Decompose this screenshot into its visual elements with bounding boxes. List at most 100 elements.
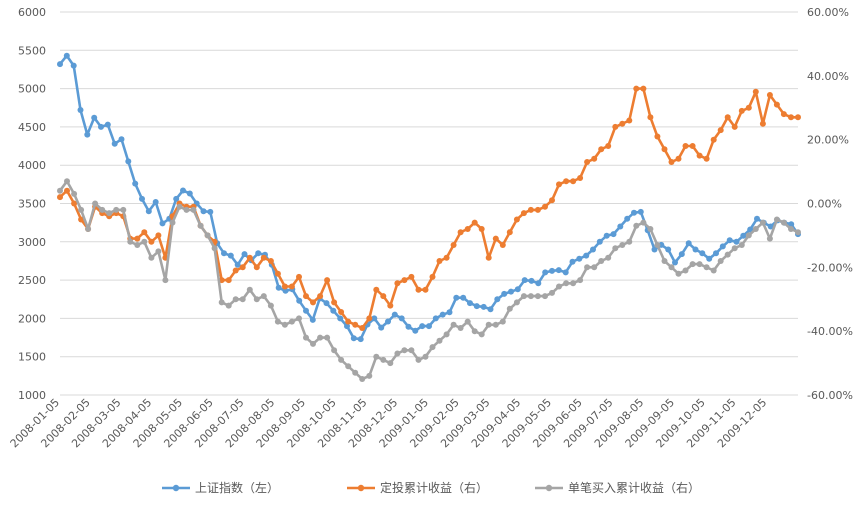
data-point bbox=[98, 123, 104, 130]
data-point bbox=[499, 242, 506, 248]
data-point bbox=[422, 286, 429, 293]
data-point bbox=[436, 258, 443, 264]
data-point bbox=[562, 269, 569, 276]
data-point bbox=[78, 216, 85, 223]
data-point bbox=[64, 187, 70, 194]
data-point bbox=[492, 235, 499, 242]
data-point bbox=[719, 243, 726, 250]
data-point bbox=[118, 136, 125, 143]
data-point bbox=[754, 215, 760, 222]
data-point bbox=[352, 321, 359, 328]
data-point bbox=[57, 194, 63, 201]
data-point bbox=[141, 238, 148, 245]
right-y-tick-label: 0.00% bbox=[807, 198, 842, 211]
data-point bbox=[267, 302, 274, 309]
left-y-tick-label: 1500 bbox=[18, 351, 46, 364]
left-y-tick-label: 2000 bbox=[18, 312, 46, 325]
data-point bbox=[443, 254, 450, 261]
data-point bbox=[460, 294, 467, 301]
right-y-tick-label: 40.00% bbox=[807, 70, 849, 83]
data-point bbox=[155, 248, 162, 255]
data-point bbox=[788, 221, 795, 228]
data-point bbox=[197, 222, 204, 229]
data-point bbox=[125, 158, 132, 165]
data-point bbox=[366, 372, 373, 379]
data-point bbox=[738, 242, 745, 248]
data-point bbox=[485, 321, 492, 328]
data-point bbox=[605, 254, 612, 261]
data-point bbox=[134, 235, 141, 242]
data-point bbox=[717, 258, 724, 264]
data-point bbox=[773, 101, 780, 108]
data-point bbox=[190, 206, 197, 213]
data-point bbox=[204, 232, 211, 239]
left-y-tick-label: 4000 bbox=[18, 159, 46, 172]
data-point bbox=[345, 318, 352, 325]
data-point bbox=[57, 61, 63, 68]
data-point bbox=[640, 85, 647, 92]
data-point bbox=[527, 206, 534, 213]
plot-area bbox=[57, 52, 801, 382]
data-point bbox=[169, 219, 176, 226]
data-point bbox=[665, 246, 672, 253]
data-point bbox=[672, 259, 678, 266]
right-y-tick-label: 20.00% bbox=[807, 134, 849, 147]
data-point bbox=[450, 321, 457, 328]
data-point bbox=[583, 252, 590, 259]
data-point bbox=[534, 206, 541, 213]
data-point bbox=[710, 136, 717, 143]
data-point bbox=[733, 238, 740, 245]
legend-swatch-marker bbox=[172, 484, 180, 492]
data-point bbox=[534, 293, 541, 300]
data-point bbox=[288, 318, 295, 325]
data-point bbox=[91, 114, 98, 121]
data-point bbox=[415, 356, 422, 363]
data-point bbox=[457, 325, 464, 331]
data-point bbox=[132, 180, 139, 187]
data-point bbox=[542, 269, 549, 276]
data-point bbox=[446, 309, 453, 316]
data-point bbox=[788, 226, 794, 232]
left-y-axis: 1000 1500 2000 2500 3000 3500 4000 4500 5000 5500… bbox=[18, 6, 46, 402]
right-y-tick-label: -60.00% bbox=[807, 389, 853, 402]
data-point bbox=[590, 246, 596, 253]
data-point bbox=[513, 216, 520, 223]
data-point bbox=[520, 293, 527, 300]
data-point bbox=[401, 277, 408, 284]
left-y-tick-label: 5000 bbox=[18, 83, 46, 96]
data-point bbox=[513, 299, 520, 306]
data-point bbox=[391, 311, 398, 318]
data-point bbox=[141, 229, 148, 236]
data-point bbox=[57, 187, 63, 194]
data-point bbox=[759, 219, 766, 226]
data-point bbox=[331, 299, 338, 306]
data-point bbox=[186, 190, 193, 197]
data-point bbox=[387, 360, 394, 367]
data-point bbox=[443, 331, 450, 338]
data-point bbox=[626, 238, 633, 245]
data-point bbox=[514, 286, 521, 293]
data-point bbox=[619, 242, 626, 248]
data-point bbox=[724, 251, 731, 258]
data-point bbox=[528, 277, 535, 284]
data-point bbox=[464, 318, 471, 325]
series-line bbox=[58, 54, 800, 341]
x-axis: 2008-01-052008-02-052008-03-052008-04-05… bbox=[8, 396, 770, 450]
data-point bbox=[508, 288, 514, 295]
data-point bbox=[457, 229, 464, 236]
data-point bbox=[84, 131, 91, 138]
data-point bbox=[439, 311, 446, 318]
data-point bbox=[668, 159, 675, 165]
series-1 bbox=[57, 52, 801, 343]
data-point bbox=[267, 258, 274, 264]
data-point bbox=[766, 92, 773, 98]
data-point bbox=[555, 267, 562, 274]
data-point bbox=[106, 210, 113, 217]
data-point bbox=[464, 226, 471, 232]
data-point bbox=[296, 297, 303, 304]
legend: 上证指数（左） 定投累计收益（右） 单笔买入累计收益（右） bbox=[162, 480, 700, 495]
data-point bbox=[795, 114, 801, 121]
data-point bbox=[637, 208, 644, 215]
data-point bbox=[647, 226, 654, 232]
data-point bbox=[104, 121, 111, 128]
